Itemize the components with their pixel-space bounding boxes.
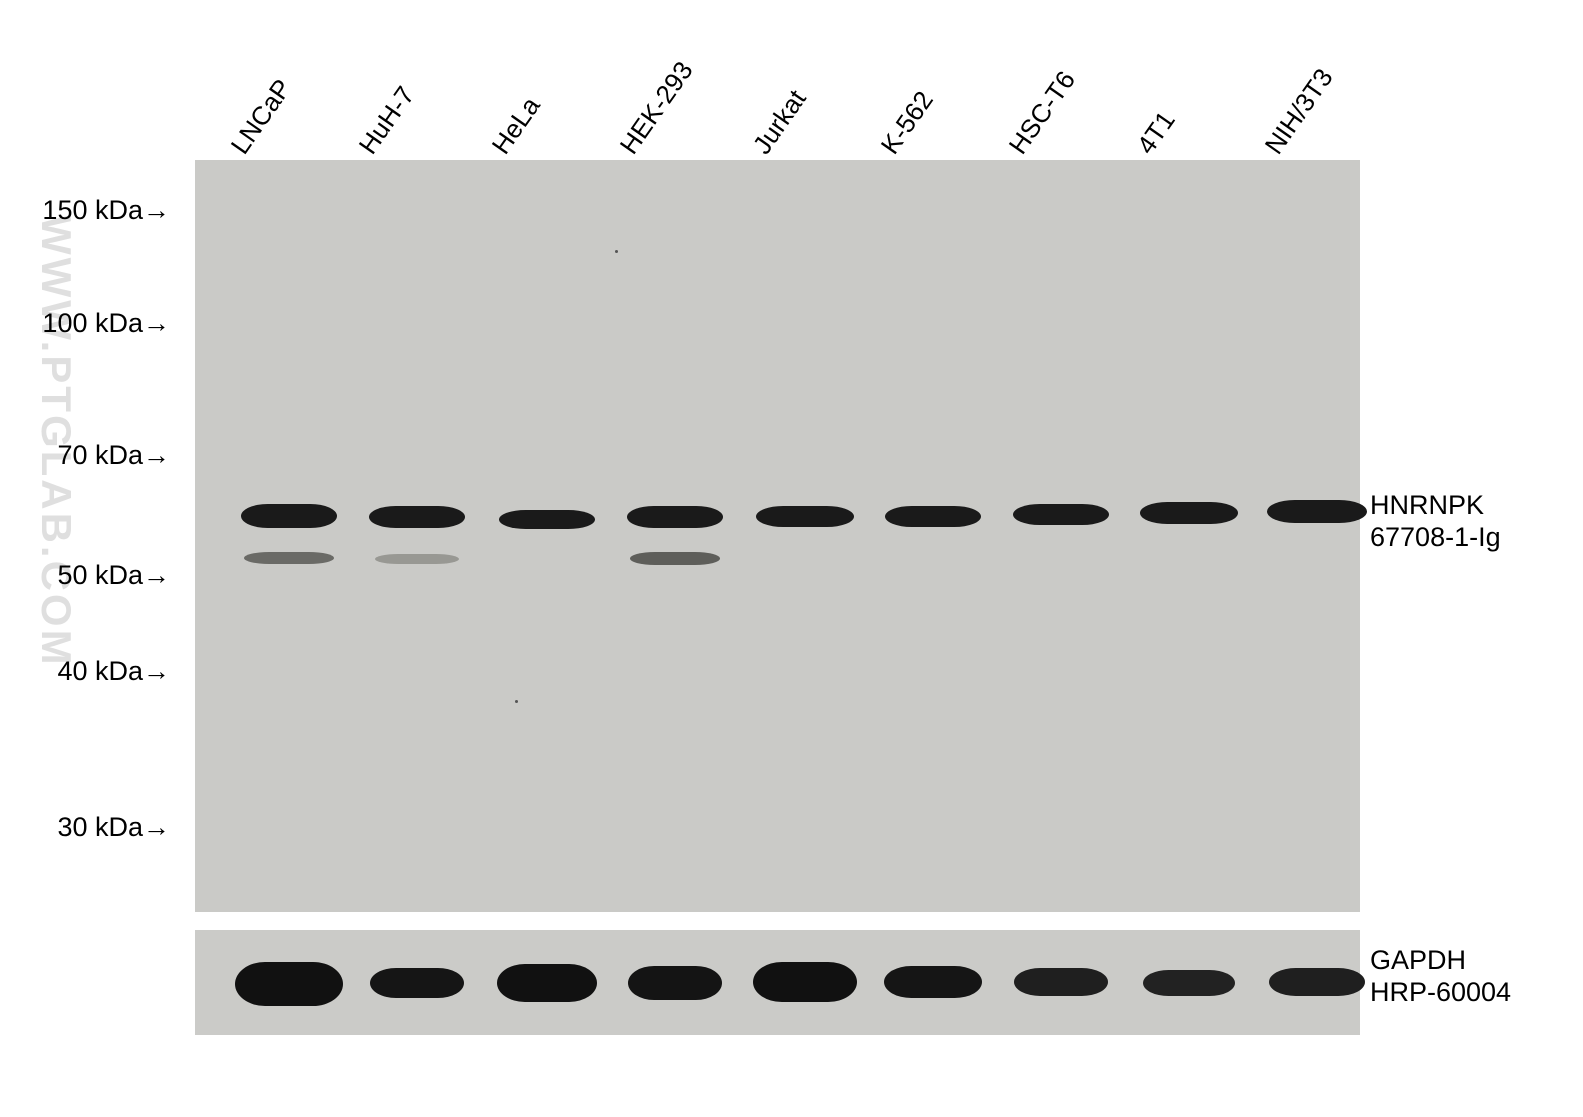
loading-band — [884, 966, 982, 998]
blot-band — [1267, 500, 1367, 523]
lane-labels-row: LNCaP HuH-7 HeLa HEK-293 Jurkat K-562 HS… — [200, 30, 1365, 160]
lane-label: HeLa — [486, 91, 547, 160]
loading-band — [235, 962, 343, 1006]
loading-band — [1143, 970, 1235, 996]
blot-band — [1013, 504, 1109, 525]
target-catalog: 67708-1-Ig — [1370, 522, 1501, 553]
lane-label: HuH-7 — [353, 81, 421, 160]
loading-band — [370, 968, 464, 998]
mw-marker: 100 kDa→ — [30, 308, 170, 339]
lane-label: K-562 — [875, 85, 940, 160]
lane-label: NIH/3T3 — [1259, 63, 1340, 160]
loading-target-name: GAPDH — [1370, 945, 1466, 976]
blot-band-faint — [630, 552, 720, 565]
main-blot-panel — [195, 160, 1360, 912]
loading-blot-panel — [195, 930, 1360, 1035]
loading-target-catalog: HRP-60004 — [1370, 977, 1511, 1008]
blot-speck — [515, 700, 518, 703]
loading-band — [628, 966, 722, 1000]
blot-band-faint — [244, 552, 334, 564]
blot-speck — [615, 250, 618, 253]
target-name: HNRNPK — [1370, 490, 1484, 521]
blot-band — [1140, 502, 1238, 524]
blot-band — [627, 506, 723, 528]
mw-marker: 150 kDa→ — [30, 195, 170, 226]
loading-band — [753, 962, 857, 1002]
mw-marker: 40 kDa→ — [30, 656, 170, 687]
blot-band — [241, 504, 337, 528]
lane-label: 4T1 — [1131, 106, 1182, 160]
loading-band — [1269, 968, 1365, 996]
blot-band — [756, 506, 854, 527]
lane-label: HSC-T6 — [1003, 65, 1082, 160]
loading-band — [1014, 968, 1108, 996]
blot-band — [499, 510, 595, 529]
lane-label: HEK-293 — [614, 56, 700, 160]
mw-marker: 30 kDa→ — [30, 812, 170, 843]
blot-band — [369, 506, 465, 528]
figure-container: WWW.PTGLAB.COM LNCaP HuH-7 HeLa HEK-293 … — [30, 30, 1550, 1090]
mw-marker: 70 kDa→ — [30, 440, 170, 471]
blot-band-faint — [375, 554, 459, 564]
lane-label: LNCaP — [225, 74, 298, 160]
blot-band — [885, 506, 981, 527]
mw-marker: 50 kDa→ — [30, 560, 170, 591]
loading-band — [497, 964, 597, 1002]
lane-label: Jurkat — [747, 84, 813, 160]
